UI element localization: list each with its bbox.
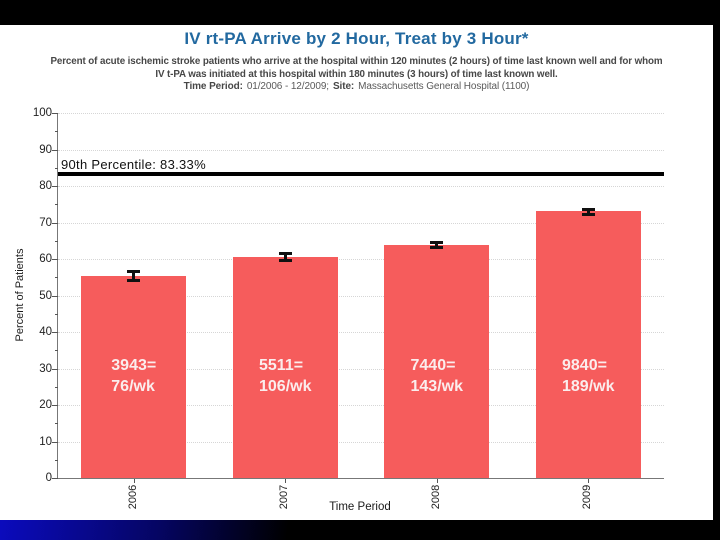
y-tick-label: 60	[39, 253, 52, 265]
error-bar	[430, 240, 444, 249]
y-minor-tick	[55, 167, 58, 169]
error-bar	[581, 207, 595, 216]
error-bar-bottom-cap	[430, 245, 444, 249]
error-bar	[278, 252, 292, 262]
site-label: Site:	[332, 81, 355, 92]
benchmark-label: 90th Percentile: 83.33%	[61, 156, 206, 172]
y-gridline	[58, 222, 664, 224]
bar	[232, 256, 338, 478]
y-major-tick	[52, 368, 58, 370]
y-minor-tick	[55, 240, 58, 242]
y-minor-tick	[55, 313, 58, 315]
error-bar-bottom-cap	[127, 278, 141, 282]
bar-annotation-count: 9840=	[562, 357, 607, 374]
y-tick-label: 30	[39, 362, 52, 375]
bar-annotation-rate: 143/wk	[410, 378, 463, 395]
error-bar-top-cap	[430, 240, 444, 244]
x-tick	[588, 479, 590, 483]
y-tick-label: 10	[39, 435, 52, 448]
y-major-tick	[52, 113, 58, 114]
bar-annotation-rate: 106/wk	[259, 378, 312, 395]
bar-annotation-rate: 76/wk	[111, 378, 155, 395]
y-major-tick	[52, 222, 58, 224]
y-tick-label: 100	[32, 107, 52, 119]
error-bar-stem	[586, 210, 590, 213]
error-bar-top-cap	[278, 252, 292, 256]
x-tick	[285, 479, 287, 483]
bar	[81, 275, 187, 478]
y-major-tick	[52, 259, 58, 260]
error-bar-top-cap	[581, 207, 595, 211]
bar-annotation-count: 5511=	[259, 357, 304, 374]
bar-annotation: 3943= 76/wk	[111, 355, 156, 397]
bar	[535, 210, 641, 478]
x-tick	[133, 479, 135, 483]
bar-annotation: 7440= 143/wk	[411, 355, 463, 397]
y-axis-labels: 0 10 20 30 40 50 60 70 80 90 100	[0, 107, 57, 488]
time-period-value: 01/2006 - 12/2009;	[246, 81, 329, 92]
error-bar-bottom-cap	[278, 258, 292, 262]
subtitle-line-1: Percent of acute ischemic stroke patient…	[50, 56, 663, 67]
y-tick-label: 50	[39, 289, 52, 302]
y-major-tick	[52, 149, 58, 151]
error-bar-stem	[435, 243, 439, 246]
y-minor-tick	[55, 386, 58, 388]
bar-annotation-count: 7440=	[410, 357, 456, 374]
slide-top-border	[0, 0, 720, 25]
subtitle-meta: Time Period: 01/2006 - 12/2009; Site: Massa…	[0, 81, 713, 94]
y-major-tick	[52, 478, 58, 479]
y-gridline	[58, 186, 664, 187]
site-value: Massachusetts General Hospital (1100)	[358, 81, 530, 92]
slide-right-border	[713, 0, 720, 540]
y-gridline	[58, 113, 664, 114]
y-gridline	[58, 368, 664, 370]
y-major-tick	[52, 332, 58, 333]
y-gridline	[58, 441, 664, 443]
error-bar	[127, 269, 141, 282]
y-major-tick	[52, 405, 58, 406]
y-gridline	[58, 259, 664, 260]
y-tick-label: 0	[45, 472, 52, 484]
y-gridline	[58, 332, 664, 333]
bar	[384, 244, 490, 478]
chart-title: IV rt-PA Arrive by 2 Hour, Treat by 3 Ho…	[184, 29, 529, 48]
y-tick-label: 90	[39, 143, 52, 156]
subtitle-line-2: IV t-PA was initiated at this hospital w…	[155, 68, 558, 80]
y-minor-tick	[55, 350, 58, 352]
y-minor-tick	[55, 277, 58, 279]
time-period-label: Time Period:	[183, 81, 243, 92]
y-tick-label: 70	[39, 216, 52, 229]
y-minor-tick	[55, 423, 58, 425]
y-major-tick	[52, 186, 58, 187]
error-bar-stem	[132, 272, 136, 279]
y-major-tick	[52, 295, 58, 297]
y-tick-label: 40	[39, 326, 52, 338]
y-major-tick	[52, 441, 58, 443]
error-bar-top-cap	[127, 269, 141, 273]
y-tick-label: 80	[39, 180, 52, 192]
y-minor-tick	[55, 204, 58, 206]
x-tick	[436, 479, 438, 483]
y-gridline	[58, 295, 664, 297]
x-axis-title: Time Period	[329, 501, 391, 513]
y-minor-tick	[55, 131, 58, 133]
chart-subtitle: Percent of acute ischemic stroke patient…	[0, 56, 713, 94]
bar-annotation-count: 3943=	[111, 357, 157, 374]
y-gridline	[58, 149, 664, 151]
y-gridline	[58, 405, 664, 406]
error-bar-stem	[283, 255, 287, 259]
bar-annotation-rate: 189/wk	[562, 378, 615, 395]
error-bar-bottom-cap	[581, 212, 595, 216]
slide-bottom-border	[0, 520, 720, 540]
bar-annotation: 5511= 106/wk	[259, 355, 311, 397]
plot-area: 90th Percentile: 83.33% 3943= 76/wk 5511= 1…	[52, 113, 664, 483]
bar-annotation: 9840= 189/wk	[562, 355, 614, 397]
y-minor-tick	[55, 459, 58, 461]
y-tick-label: 20	[39, 399, 52, 411]
benchmark-line	[58, 171, 664, 176]
